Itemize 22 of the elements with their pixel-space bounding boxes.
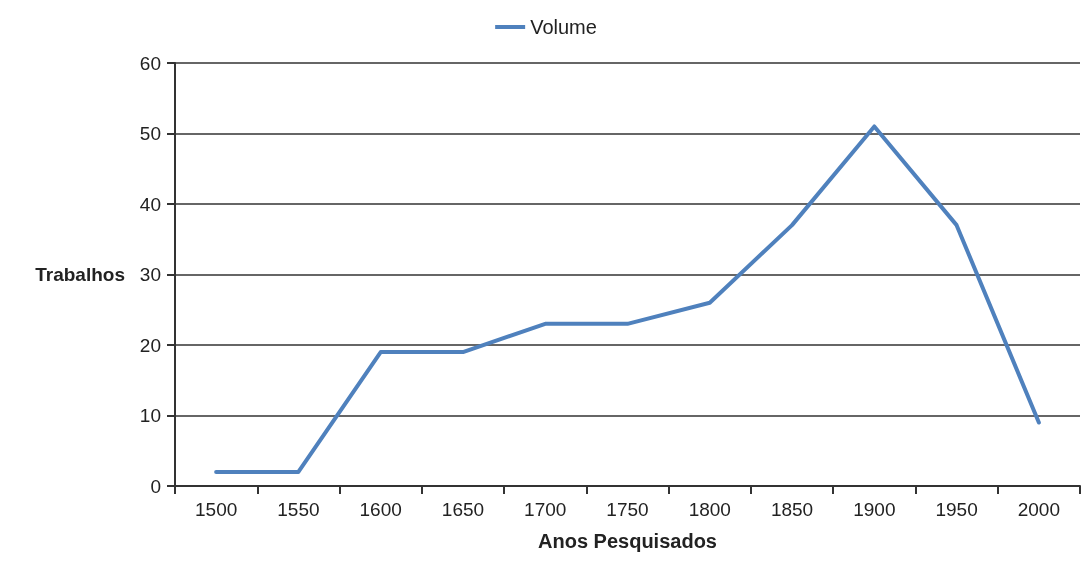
x-tick-label: 1800: [688, 499, 731, 520]
x-tick-label: 1750: [606, 499, 649, 520]
y-tick-label: 50: [139, 123, 161, 144]
y-tick-label: 0: [150, 475, 161, 497]
x-tick-label: 1650: [441, 499, 485, 520]
x-tick-label: 1950: [935, 499, 978, 520]
x-tick-label: 1700: [524, 499, 567, 520]
x-tick-label: 2000: [1017, 499, 1060, 520]
y-tick-label: 40: [139, 193, 161, 215]
y-tick-label: 10: [139, 405, 161, 426]
legend-label: Volume: [530, 16, 597, 38]
x-tick-label: 1550: [277, 499, 320, 520]
x-tick-label: 1900: [853, 499, 896, 520]
y-tick-label: 60: [139, 52, 161, 74]
x-tick-label: 1600: [359, 499, 402, 520]
x-axis-title: Anos Pesquisados: [538, 530, 717, 552]
x-tick-label: 1850: [770, 499, 814, 520]
y-tick-label: 20: [139, 334, 161, 356]
y-tick-label: 30: [139, 264, 161, 285]
x-tick-label: 1500: [195, 499, 238, 520]
line-series: [214, 124, 1041, 474]
y-axis-title: Trabalhos: [35, 264, 125, 285]
